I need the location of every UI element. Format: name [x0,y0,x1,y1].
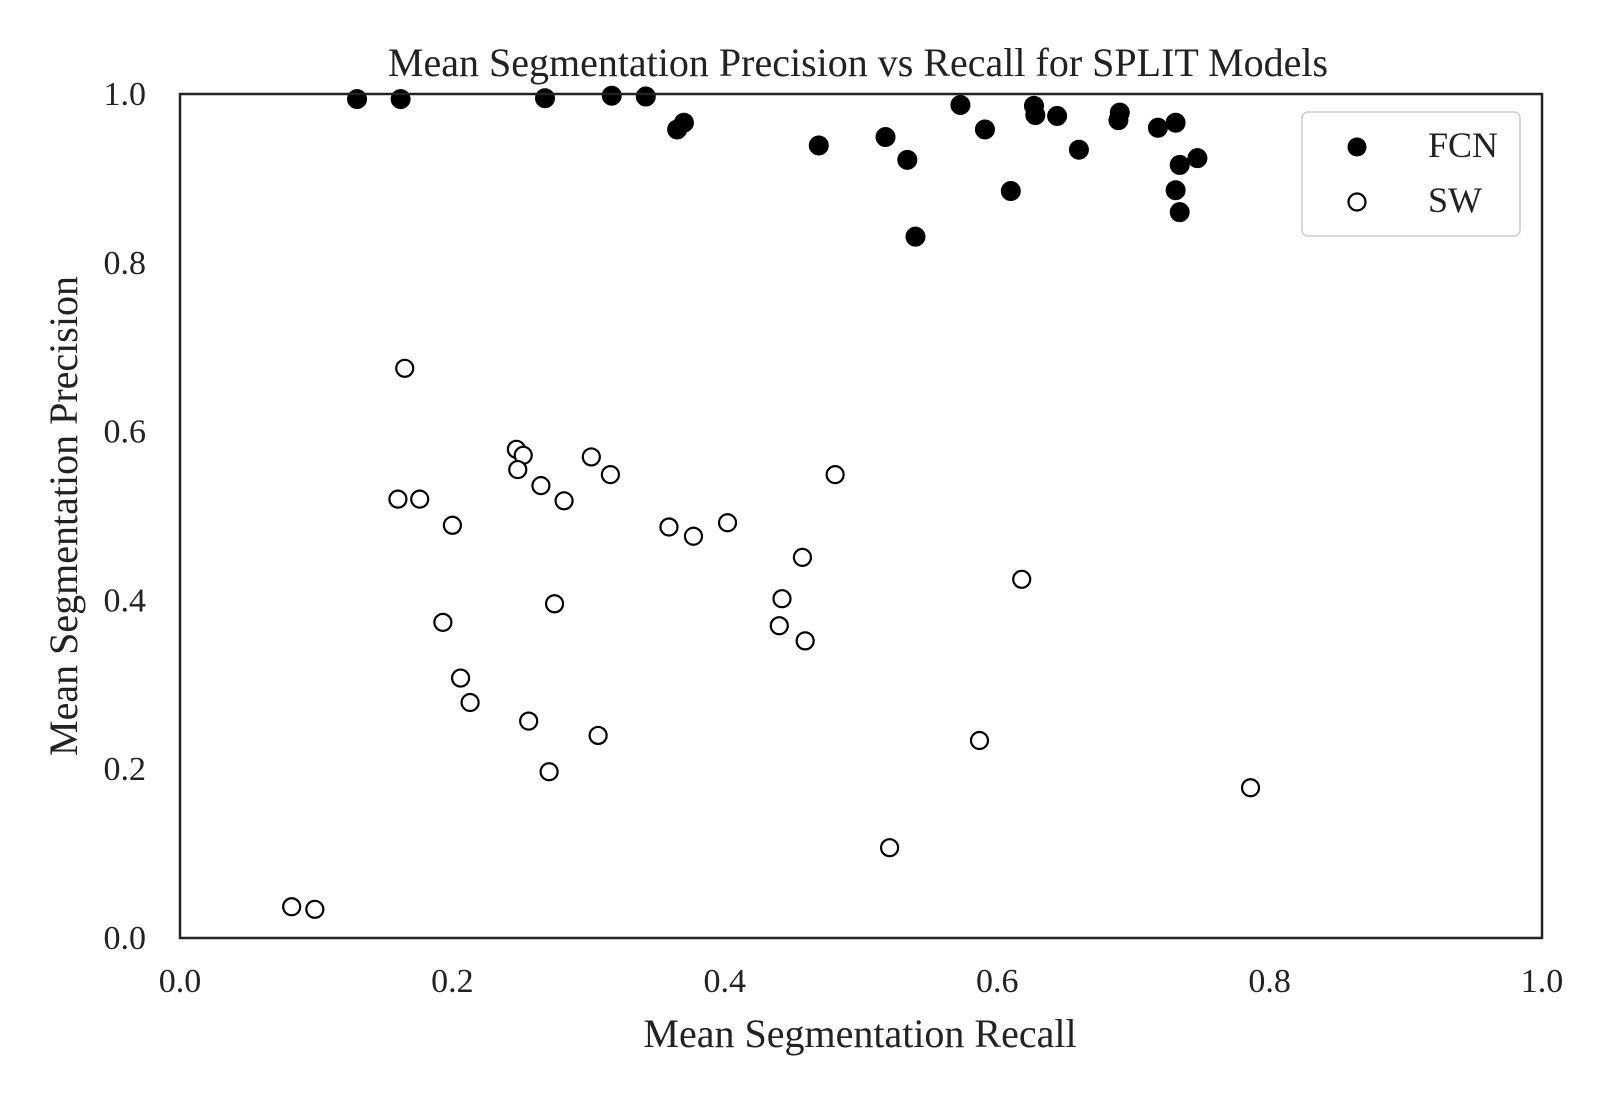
data-point-sw [825,465,845,485]
data-point-sw [1240,778,1261,798]
data-point-sw [769,616,789,636]
data-point-sw [772,589,792,609]
data-point-sw [717,513,738,533]
y-tick-label: 1.0 [104,76,147,113]
data-point-sw [544,594,565,614]
data-point-sw [282,897,302,917]
data-point-sw [305,899,325,919]
data-point-sw [554,491,574,511]
data-point-fcn [601,85,622,106]
data-point-fcn [1108,110,1129,131]
data-point-sw [659,517,679,537]
data-point-sw [795,631,815,651]
data-point-fcn [875,127,896,148]
x-tick-label: 0.4 [704,963,747,1000]
data-point-fcn [1169,202,1190,223]
y-tick-label: 0.4 [104,582,147,619]
x-tick-label: 0.2 [431,963,474,1000]
legend-marker-sw [1347,192,1367,212]
y-tick-label: 0.8 [104,245,147,282]
data-point-fcn [1187,148,1208,169]
data-point-sw [600,465,620,485]
data-point-sw [539,762,559,782]
data-point-sw [1012,569,1032,589]
data-point-fcn [1165,112,1186,133]
data-point-fcn [347,89,368,110]
data-point-sw [460,692,480,713]
x-axis-label: Mean Segmentation Recall [643,1011,1076,1056]
data-point-sw [581,447,601,467]
data-point-sw [531,476,551,496]
data-point-fcn [950,94,971,115]
data-point-fcn [535,88,556,109]
data-point-fcn [905,226,926,247]
data-point-fcn [1169,154,1190,175]
x-tick-label: 0.6 [976,963,1019,1000]
data-point-fcn [1147,117,1168,138]
data-point-sw [519,711,539,731]
x-axis-ticks: 0.0 0.2 0.4 0.6 0.8 1.0 [159,963,1564,1000]
y-tick-label: 0.0 [104,920,147,957]
data-point-sw [433,612,453,632]
data-point-fcn [974,119,995,140]
data-point-fcn [1000,181,1021,202]
data-point-sw [508,459,528,480]
data-point-sw [880,838,900,858]
data-point-sw [450,668,471,688]
data-point-fcn [808,135,829,156]
chart-title: Mean Segmentation Precision vs Recall fo… [388,40,1328,85]
data-point-fcn [673,112,694,133]
data-point-sw [388,489,408,509]
y-tick-label: 0.6 [104,414,147,451]
points-layer [282,85,1261,919]
legend-marker-fcn [1347,137,1367,157]
y-axis-ticks: 0.0 0.2 0.4 0.6 0.8 1.0 [104,76,147,957]
data-point-sw [792,547,813,567]
data-point-fcn [897,149,918,170]
plot-frame [178,92,1544,940]
x-tick-label: 0.8 [1248,963,1291,1000]
x-tick-label: 1.0 [1521,963,1564,1000]
legend-label-sw: SW [1428,180,1482,220]
data-point-sw [969,730,990,751]
data-point-fcn [1165,180,1186,201]
data-point-sw [442,515,462,535]
legend-label-fcn: FCN [1428,125,1498,165]
data-point-fcn [390,89,411,110]
y-axis-label: Mean Segmentation Precision [41,276,86,756]
data-point-sw [588,725,608,746]
data-point-fcn [1025,105,1046,126]
data-point-fcn [1068,139,1089,160]
data-point-sw [410,489,430,509]
y-tick-label: 0.2 [104,751,147,788]
data-point-sw [683,526,704,546]
x-tick-label: 0.0 [159,963,202,1000]
legend: FCN SW [1301,111,1521,237]
data-point-fcn [1047,105,1068,126]
data-point-sw [395,358,415,378]
data-point-fcn [635,86,656,107]
